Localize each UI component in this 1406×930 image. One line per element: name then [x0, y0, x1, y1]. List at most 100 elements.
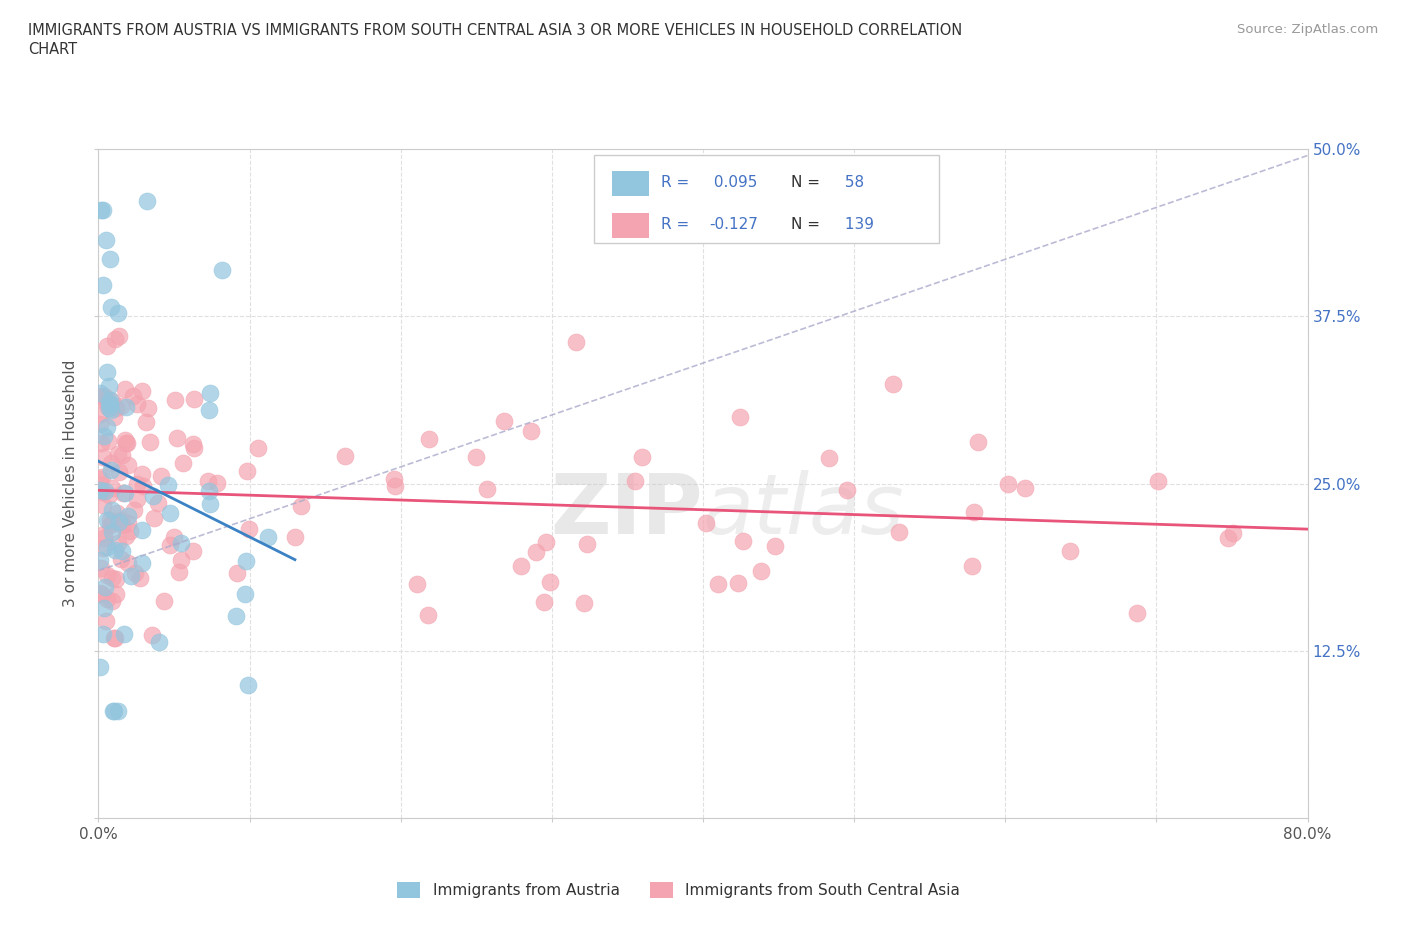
- Point: [335, 448, 357, 463]
- Point: [247, 441, 270, 456]
- Point: [114, 436, 136, 451]
- Point: [93, 527, 115, 542]
- Point: [418, 432, 440, 446]
- Point: [96, 364, 118, 379]
- Point: [163, 392, 186, 407]
- Point: [835, 483, 858, 498]
- Point: [148, 634, 170, 649]
- Point: [101, 525, 124, 539]
- Point: [89, 586, 111, 601]
- Text: 58: 58: [839, 176, 863, 191]
- Point: [122, 389, 145, 404]
- Point: [631, 449, 654, 464]
- Point: [91, 498, 114, 512]
- Point: [889, 525, 911, 539]
- Point: [112, 627, 135, 642]
- Point: [1218, 531, 1240, 546]
- Point: [284, 530, 307, 545]
- Point: [225, 609, 247, 624]
- Point: [197, 474, 219, 489]
- Point: [153, 594, 176, 609]
- Point: [997, 476, 1019, 491]
- Point: [290, 498, 312, 513]
- Point: [100, 456, 122, 471]
- Point: [382, 472, 405, 486]
- Point: [94, 613, 117, 628]
- Point: [464, 450, 486, 465]
- Point: [131, 556, 153, 571]
- Point: [122, 502, 145, 517]
- Point: [91, 277, 114, 292]
- Point: [97, 400, 120, 415]
- Point: [98, 395, 121, 410]
- Point: [749, 564, 772, 578]
- Point: [96, 539, 118, 554]
- Point: [114, 381, 136, 396]
- Point: [166, 431, 188, 445]
- Point: [149, 469, 172, 484]
- Text: N =: N =: [792, 176, 820, 191]
- Point: [141, 628, 163, 643]
- Point: [418, 607, 440, 622]
- Point: [110, 512, 132, 527]
- Point: [96, 339, 118, 353]
- Point: [136, 400, 159, 415]
- Point: [96, 419, 118, 434]
- Point: [91, 450, 114, 465]
- Point: [131, 466, 153, 481]
- Point: [100, 394, 122, 409]
- Point: [91, 203, 114, 218]
- Point: [257, 529, 280, 544]
- Point: [128, 571, 150, 586]
- Point: [104, 332, 127, 347]
- Point: [101, 502, 124, 517]
- Point: [1222, 525, 1244, 540]
- Point: [731, 534, 754, 549]
- Point: [131, 523, 153, 538]
- Point: [159, 505, 181, 520]
- Point: [1126, 605, 1149, 620]
- Point: [100, 462, 122, 477]
- Point: [89, 388, 111, 403]
- Point: [624, 474, 647, 489]
- Point: [90, 561, 112, 576]
- Point: [233, 586, 256, 601]
- Point: [146, 496, 169, 511]
- Point: [405, 577, 427, 591]
- Point: [89, 478, 111, 493]
- Point: [93, 601, 115, 616]
- Point: [198, 484, 221, 498]
- Point: [96, 395, 118, 410]
- Point: [110, 398, 132, 413]
- Point: [91, 627, 114, 642]
- Text: atlas: atlas: [703, 470, 904, 551]
- Point: [98, 379, 121, 393]
- Point: [572, 595, 595, 610]
- Point: [117, 458, 139, 472]
- Point: [100, 299, 122, 314]
- Point: [120, 524, 142, 538]
- Point: [538, 575, 561, 590]
- Point: [101, 704, 124, 719]
- Point: [565, 335, 588, 350]
- Text: R =: R =: [661, 176, 689, 191]
- Point: [509, 558, 531, 573]
- Point: [695, 516, 717, 531]
- Point: [100, 403, 122, 418]
- Point: [136, 193, 159, 208]
- Point: [226, 565, 249, 580]
- Point: [89, 483, 111, 498]
- Point: [93, 530, 115, 545]
- Point: [104, 587, 127, 602]
- FancyBboxPatch shape: [613, 171, 648, 196]
- Point: [131, 383, 153, 398]
- Text: IMMIGRANTS FROM AUSTRIA VS IMMIGRANTS FROM SOUTH CENTRAL ASIA 3 OR MORE VEHICLES: IMMIGRANTS FROM AUSTRIA VS IMMIGRANTS FR…: [28, 23, 962, 38]
- Point: [960, 559, 983, 574]
- Point: [135, 415, 157, 430]
- Point: [198, 403, 221, 418]
- Point: [97, 433, 120, 448]
- Text: CHART: CHART: [28, 42, 77, 57]
- Point: [101, 570, 124, 585]
- Point: [107, 447, 129, 462]
- Point: [1146, 473, 1168, 488]
